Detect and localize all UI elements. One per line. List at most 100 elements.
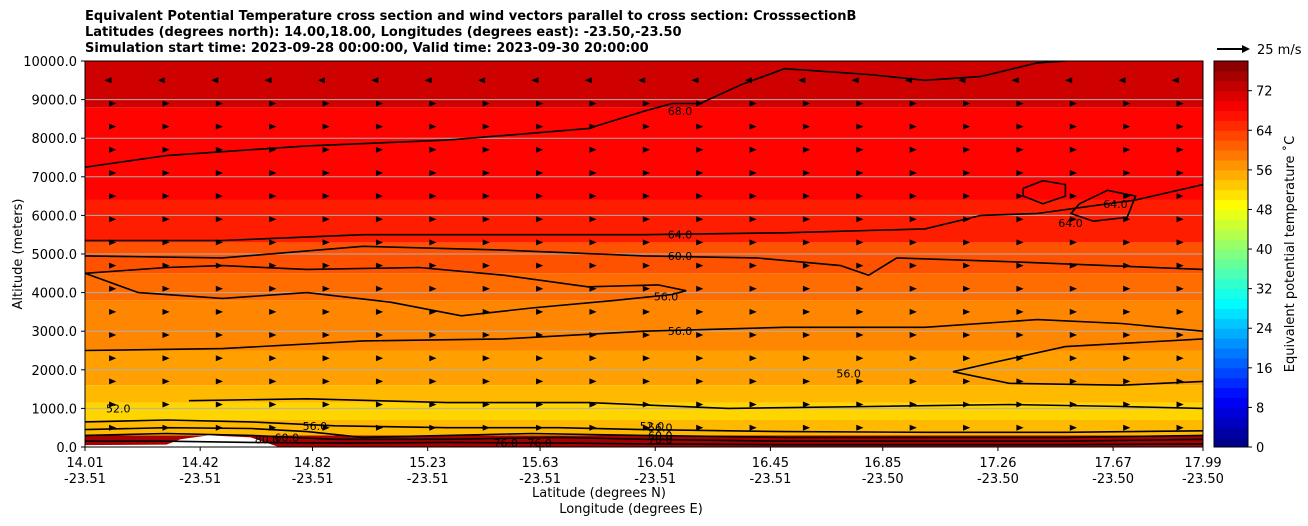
wind-vector [856,169,864,176]
wind-vector [482,378,490,385]
wind-vector [375,169,384,176]
wind-vector [696,424,704,431]
wind-vector [375,332,384,339]
wind-vector [109,239,117,246]
wind-vector [215,123,224,130]
wind-vector [536,355,544,362]
wind-vector [1123,193,1131,200]
contour-label-9: 56.0 [303,420,328,433]
wind-vector [162,378,170,385]
wind-vector [215,355,224,362]
x-tick-label-lat-3: 15.23 [409,456,446,471]
wind-vector [1069,401,1077,408]
wind-vector [963,239,971,246]
wind-vector [1123,216,1131,223]
wind-vector [1016,169,1024,176]
wind-vector [642,308,650,315]
x-tick-label-lat-1: 14.42 [182,456,219,471]
wind-vector [322,239,330,246]
wind-vector [109,355,117,362]
colorbar-tick-label-5: 40 [1256,243,1273,258]
y-tick-label-3: 3000.0 [32,325,78,340]
x-tick-label-lon-2: -23.51 [292,472,334,487]
colorbar-segment [1214,427,1248,438]
wind-vector [1069,100,1077,107]
wind-vector [429,401,437,408]
wind-vector [375,262,384,269]
wind-vector [909,123,917,130]
wind-vector [215,424,224,431]
wind-vector [1123,285,1131,292]
x-tick-label-lon-3: -23.51 [407,472,449,487]
wind-vector [802,401,811,408]
wind-vector [429,146,437,153]
wind-vector [963,332,971,339]
wind-vector [215,332,224,339]
wind-vector [162,216,170,223]
wind-vector [1016,100,1024,107]
wind-vector [162,355,170,362]
wind-vector [482,123,490,130]
wind-vector [424,77,432,84]
wind-vector [429,239,437,246]
wind-vector [322,123,330,130]
wind-vector [322,146,330,153]
wind-vector [429,285,437,292]
wind-vector [162,262,170,269]
wind-vector [322,262,330,269]
wind-vector [802,216,811,223]
wind-vector [856,262,864,269]
colorbar-segment [1214,258,1248,270]
wind-vector [909,401,917,408]
wind-vector [1176,216,1184,223]
wind-vector [909,216,917,223]
colorbar-label: Equivalent potential temperature ˚C [1282,136,1298,372]
colorbar-segment [1214,110,1248,121]
contour-line-10 [85,419,1203,434]
quiver-key-label: 25 m/s [1257,43,1302,58]
wind-vector [536,285,544,292]
wind-vector [215,378,224,385]
wind-vector [1069,216,1077,223]
contour-label-11: 60.0 [275,431,300,444]
y-tick-label-6: 6000.0 [32,209,78,224]
x-tick-label-lat-8: 17.26 [979,456,1016,471]
wind-vector [162,100,170,107]
wind-vector [696,332,704,339]
wind-vector [482,262,490,269]
wind-vector [584,77,592,84]
wind-vector [749,424,757,431]
x-tick-label-lon-8: -23.50 [977,472,1019,487]
wind-vector [963,169,971,176]
wind-vector [802,378,811,385]
wind-vector [749,262,757,269]
y-axis: 0.0 1000.0 2000.0 3000.0 4000.0 5000.0 6000.0 7… [23,55,85,456]
wind-vector [269,262,277,269]
wind-vector [482,193,490,200]
x-tick-label-lat-2: 14.82 [294,456,331,471]
wind-vector [109,262,117,269]
wind-vector [1016,123,1024,130]
x-tick-label-lon-1: -23.51 [179,472,221,487]
wind-vector [958,77,966,84]
wind-vector [642,239,650,246]
wind-vector [1016,216,1024,223]
wind-vector [589,378,597,385]
wind-vector [269,332,277,339]
wind-vector [1016,355,1024,362]
wind-vector [696,193,704,200]
x-axis: 14.01-23.5114.42-23.5114.82-23.5115.23-2… [64,447,1224,487]
x-tick-label-lat-0: 14.01 [66,456,103,471]
wind-vector [696,123,704,130]
colorbar-tick-label-1: 8 [1256,401,1264,416]
wind-vector [322,378,330,385]
contour-label-0: 68.0 [668,105,693,118]
wind-vector [589,146,597,153]
x-tick-label-lon-0: -23.51 [64,472,106,487]
wind-vector [1123,262,1131,269]
colorbar-segment [1214,387,1248,399]
colorbar-segment [1214,140,1248,151]
wind-vector [963,355,971,362]
wind-vector [1123,378,1131,385]
quiver-key: 25 m/s [1217,43,1302,58]
